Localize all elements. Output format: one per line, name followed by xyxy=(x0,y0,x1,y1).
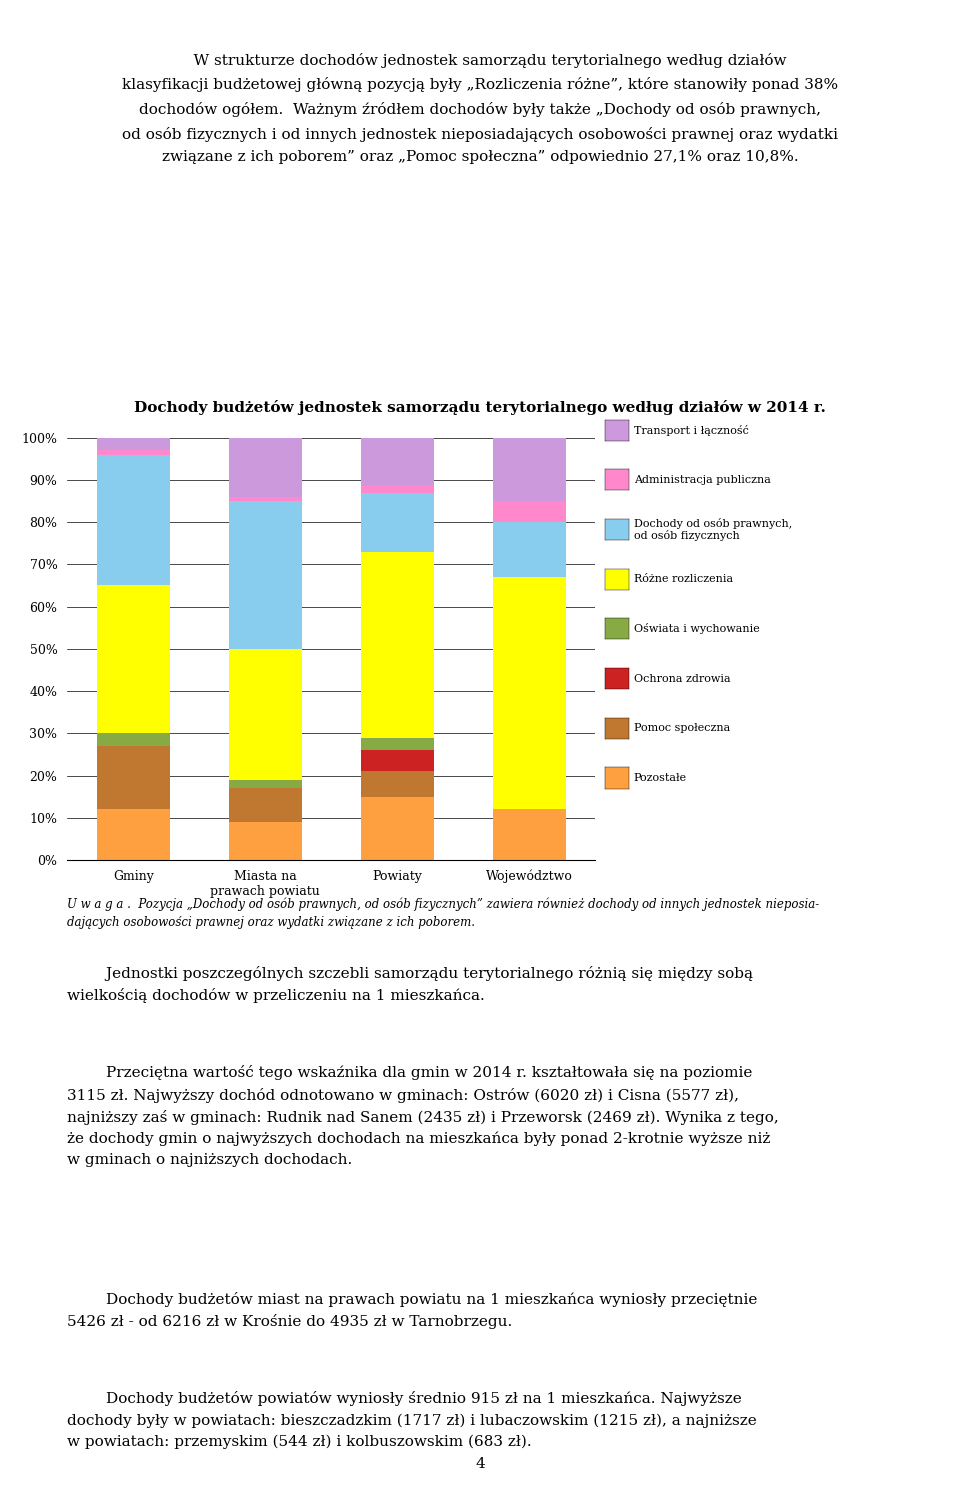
Bar xyxy=(228,501,301,649)
Bar xyxy=(97,438,170,450)
Text: Różne rozliczenia: Różne rozliczenia xyxy=(634,575,732,584)
Bar xyxy=(97,585,170,733)
Text: Ochrona zdrowia: Ochrona zdrowia xyxy=(634,673,731,684)
Text: Administracja publiczna: Administracja publiczna xyxy=(634,475,771,484)
Bar xyxy=(361,797,434,860)
Bar xyxy=(361,738,434,750)
Bar xyxy=(492,809,565,860)
Bar xyxy=(228,649,301,780)
Text: Dochody od osób prawnych,
od osób fizycznych: Dochody od osób prawnych, od osób fizycz… xyxy=(634,518,792,542)
Text: U w a g a .  Pozycja „Dochody od osób prawnych, od osób fizycznych” zawiera równ: U w a g a . Pozycja „Dochody od osób pra… xyxy=(67,898,820,930)
Bar xyxy=(361,771,434,797)
Bar xyxy=(97,454,170,585)
Bar xyxy=(361,552,434,738)
Bar xyxy=(492,522,565,576)
Bar xyxy=(228,822,301,860)
Text: Oświata i wychowanie: Oświata i wychowanie xyxy=(634,623,759,634)
Text: Pozostałe: Pozostałe xyxy=(634,773,686,783)
Bar xyxy=(97,745,170,809)
Text: 4: 4 xyxy=(475,1458,485,1471)
Bar xyxy=(97,450,170,454)
Bar xyxy=(361,438,434,486)
Bar xyxy=(492,576,565,809)
Text: Przeciętna wartość tego wskaźnika dla gmin w 2014 r. kształtowała się na poziomi: Przeciętna wartość tego wskaźnika dla gm… xyxy=(67,1065,779,1166)
Bar xyxy=(361,492,434,552)
Text: Transport i łączność: Transport i łączność xyxy=(634,424,749,436)
Text: Jednostki poszczególnych szczebli samorządu terytorialnego różnią się między sob: Jednostki poszczególnych szczebli samorz… xyxy=(67,966,754,1003)
Bar xyxy=(228,780,301,788)
Text: Dochody budżetów powiatów wyniosły średnio 915 zł na 1 mieszkańca. Najwyższe
doc: Dochody budżetów powiatów wyniosły średn… xyxy=(67,1391,756,1449)
Bar xyxy=(228,788,301,822)
Bar xyxy=(97,809,170,860)
Text: Pomoc społeczna: Pomoc społeczna xyxy=(634,723,730,733)
Bar xyxy=(361,486,434,492)
Text: Dochody budżetów miast na prawach powiatu na 1 mieszkańca wyniosły przeciętnie
5: Dochody budżetów miast na prawach powiat… xyxy=(67,1292,757,1329)
Bar xyxy=(492,438,565,501)
Bar xyxy=(361,750,434,771)
Bar xyxy=(492,501,565,522)
Text: Dochody budżetów jednostek samorządu terytorialnego według działów w 2014 r.: Dochody budżetów jednostek samorządu ter… xyxy=(134,400,826,415)
Bar xyxy=(97,733,170,745)
Text: W strukturze dochodów jednostek samorządu terytorialnego według działów
klasyfik: W strukturze dochodów jednostek samorząd… xyxy=(122,53,838,164)
Bar xyxy=(228,438,301,496)
Bar xyxy=(228,496,301,501)
